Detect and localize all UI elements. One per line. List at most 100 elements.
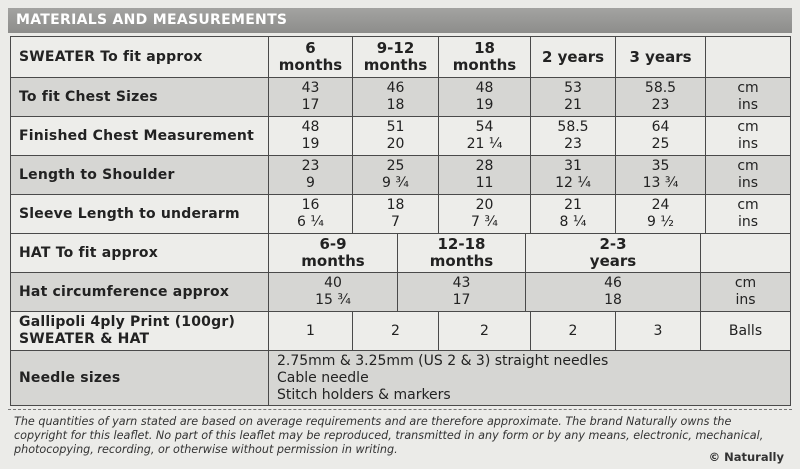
table-cell: 9-12 months — [352, 36, 439, 78]
row-label: Gallipoli 4ply Print (100gr) SWEATER & H… — [19, 314, 236, 347]
measurement: 25 — [386, 158, 405, 174]
quantity: 2 — [391, 322, 400, 339]
table-cell: 16 6 ¼ — [268, 194, 353, 234]
table-cell: cm ins — [705, 77, 791, 117]
row-label: Finished Chest Measurement — [19, 127, 254, 144]
measurement: 58.5 — [644, 80, 677, 96]
table-cell: 48 19 — [438, 77, 531, 117]
table-cell: 2 — [438, 311, 531, 351]
table-cell: Hat circumference approx — [10, 272, 269, 312]
size-header: 9-12 months — [363, 39, 428, 74]
table-cell: 46 18 — [352, 77, 439, 117]
measurement: 18 — [604, 292, 622, 308]
needle-item: Stitch holders & markers — [277, 386, 451, 403]
table-cell: Needle sizes — [10, 350, 269, 406]
quantity: 3 — [653, 322, 663, 339]
measurement: 9 ¾ — [382, 175, 409, 191]
table-cell: Length to Shoulder — [10, 155, 269, 195]
table-cell: 58.5 23 — [615, 77, 706, 117]
measurement: 17 — [452, 292, 471, 308]
measurement: 23 — [564, 136, 582, 152]
measurement: 7 ¾ — [471, 214, 498, 230]
table-cell: 6 months — [268, 36, 353, 78]
measurement: 35 — [651, 158, 670, 174]
unit: Balls — [728, 322, 763, 339]
measurement: 28 — [475, 158, 494, 174]
size-header: 18 months — [452, 39, 517, 74]
measurement: 11 — [475, 175, 494, 191]
row-label: To fit Chest Sizes — [19, 88, 158, 105]
table-cell: 12-18 months — [397, 233, 526, 273]
table-cell: cm ins — [705, 194, 791, 234]
unit: ins — [737, 97, 759, 113]
measurement: 9 ½ — [647, 214, 674, 230]
measurement: 18 — [386, 197, 405, 213]
table-cell: To fit Chest Sizes — [10, 77, 269, 117]
table-cell: 23 9 — [268, 155, 353, 195]
table-cell: 2 years — [530, 36, 616, 78]
table-cell: 43 17 — [268, 77, 353, 117]
section-title: MATERIALS AND MEASUREMENTS — [8, 8, 792, 33]
table-cell — [705, 36, 791, 78]
divider — [8, 409, 792, 410]
table-cell: 46 18 — [525, 272, 701, 312]
measurement: 25 — [651, 136, 670, 152]
unit: cm — [737, 158, 759, 174]
table-cell: 2 — [352, 311, 439, 351]
measurement: 64 — [651, 119, 670, 135]
measurement: 13 ¾ — [642, 175, 679, 191]
unit: ins — [737, 214, 759, 230]
measurement: 46 — [386, 80, 405, 96]
measurement: 48 — [301, 119, 320, 135]
unit: cm — [737, 119, 759, 135]
table-cell: 31 12 ¼ — [530, 155, 616, 195]
size-header: 12-18 months — [429, 235, 494, 270]
table-cell: 64 25 — [615, 116, 706, 156]
needle-item: 2.75mm & 3.25mm (US 2 & 3) straight need… — [277, 352, 609, 369]
size-header: 6-9 months — [301, 235, 365, 270]
unit: ins — [737, 136, 759, 152]
table-cell: 3 years — [615, 36, 706, 78]
measurement: 46 — [604, 275, 622, 291]
measurement: 21 — [564, 97, 582, 113]
measurement: 20 — [386, 136, 405, 152]
size-header: 2-3 years — [589, 235, 637, 270]
measurement: 21 — [564, 197, 582, 213]
measurement: 23 — [651, 97, 670, 113]
table-cell: 51 20 — [352, 116, 439, 156]
unit: ins — [735, 292, 756, 308]
table-cell: 21 8 ¼ — [530, 194, 616, 234]
measurement: 9 — [306, 175, 315, 191]
row-label: SWEATER To fit approx — [19, 48, 203, 65]
unit: ins — [737, 175, 759, 191]
table-cell — [700, 233, 791, 273]
measurement: 8 ¼ — [559, 214, 587, 230]
row-label: Sleeve Length to underarm — [19, 205, 240, 222]
measurement: 17 — [301, 97, 320, 113]
table-cell: 54 21 ¼ — [438, 116, 531, 156]
measurement: 20 — [475, 197, 494, 213]
table-cell: SWEATER To fit approx — [10, 36, 269, 78]
unit: cm — [737, 80, 759, 96]
measurement: 51 — [386, 119, 405, 135]
table-cell: cm ins — [705, 155, 791, 195]
row-label: HAT To fit approx — [19, 244, 158, 261]
measurement: 19 — [301, 136, 320, 152]
table-cell: cm ins — [700, 272, 791, 312]
row-label: Length to Shoulder — [19, 166, 175, 183]
table-cell: 24 9 ½ — [615, 194, 706, 234]
table-cell: 25 9 ¾ — [352, 155, 439, 195]
measurement: 15 ¾ — [315, 292, 351, 308]
table-cell: 18 months — [438, 36, 531, 78]
measurement: 6 ¼ — [297, 214, 324, 230]
table-cell: 2 — [530, 311, 616, 351]
size-header: 2 years — [541, 47, 605, 66]
measurement: 43 — [452, 275, 471, 291]
copyright: © Naturally — [708, 450, 784, 464]
measurement: 16 — [301, 197, 320, 213]
measurement: 12 ¼ — [555, 175, 591, 191]
table-cell: 20 7 ¾ — [438, 194, 531, 234]
unit: cm — [737, 197, 759, 213]
measurement: 54 — [475, 119, 494, 135]
